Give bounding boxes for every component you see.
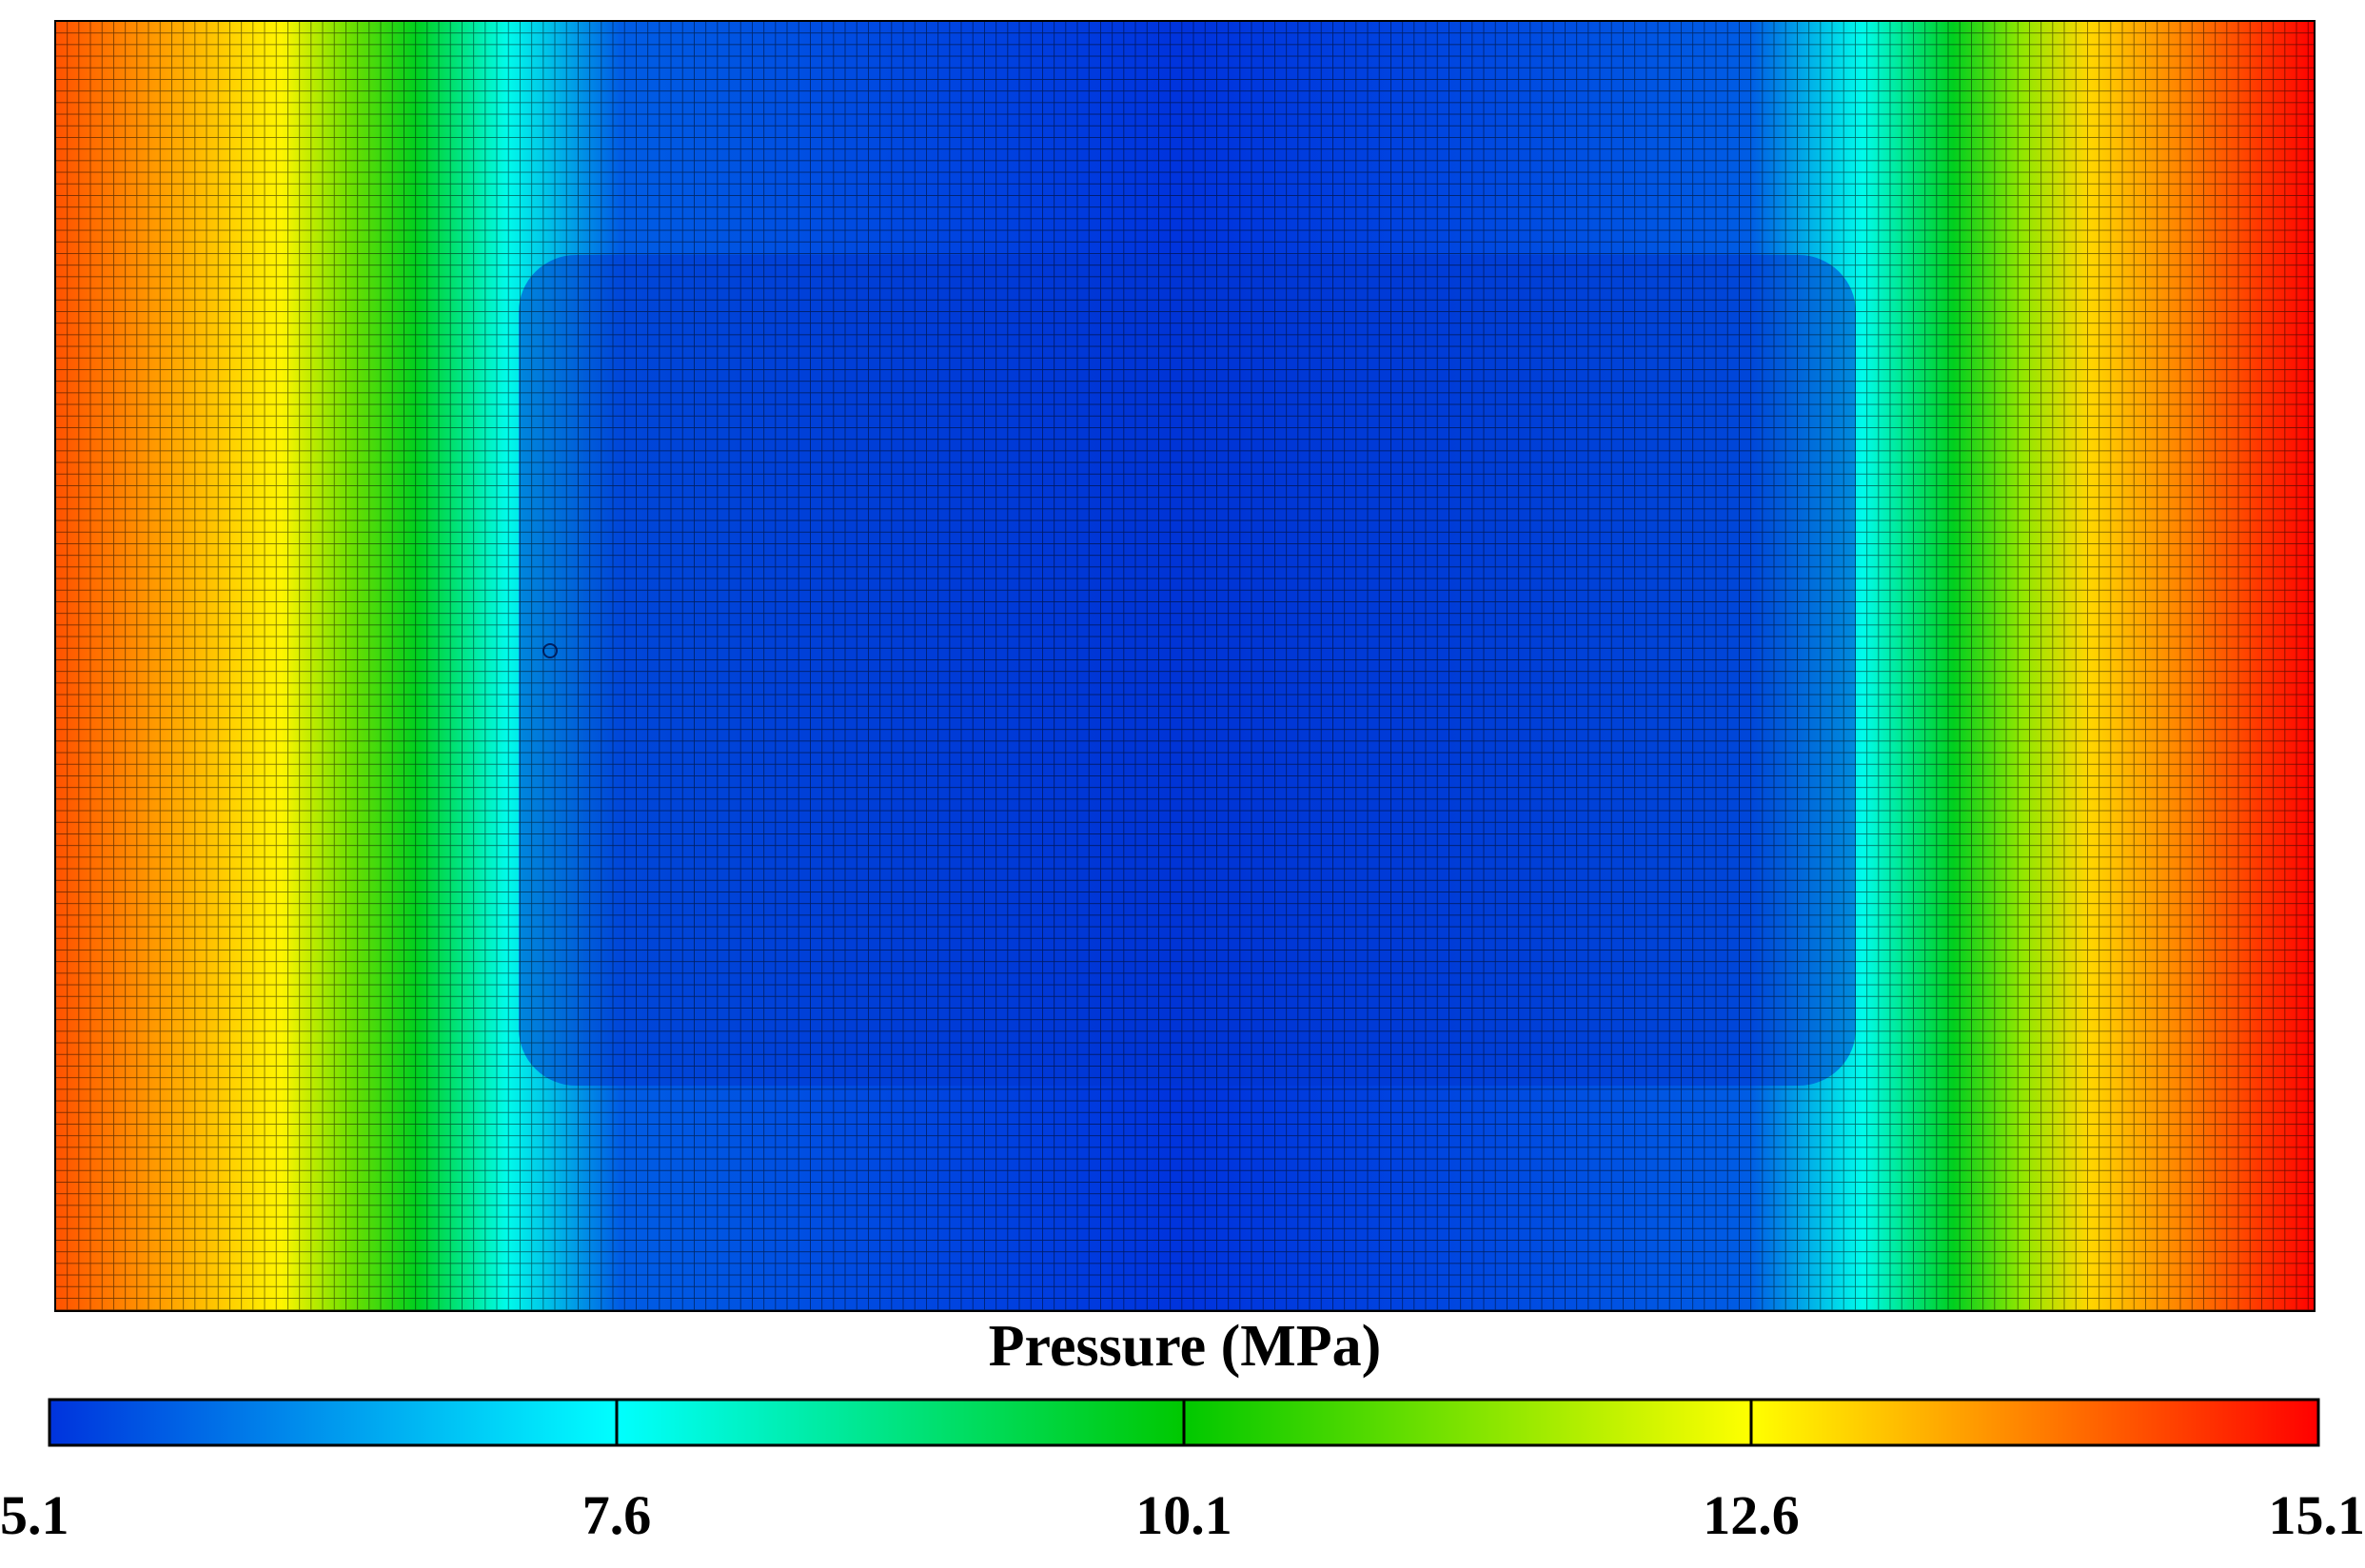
field-border	[54, 20, 2316, 1312]
field-mesh-grid	[55, 21, 2315, 1311]
colorbar-tick-label: 15.1	[2269, 1484, 2365, 1546]
colorbar-tick-label: 5.1	[0, 1484, 69, 1546]
colorbar-tick-label: 7.6	[582, 1484, 652, 1546]
contour-field	[54, 20, 2316, 1312]
colorbar-tick-label: 12.6	[1703, 1484, 1800, 1546]
colorbar-ticks: 5.1 7.6 10.1 12.6 15.1	[0, 1400, 2365, 1546]
colorbar-title: Pressure (MPa)	[989, 1314, 1382, 1379]
colorbar-tick-label: 10.1	[1135, 1484, 1232, 1546]
probe-marker	[542, 643, 558, 658]
